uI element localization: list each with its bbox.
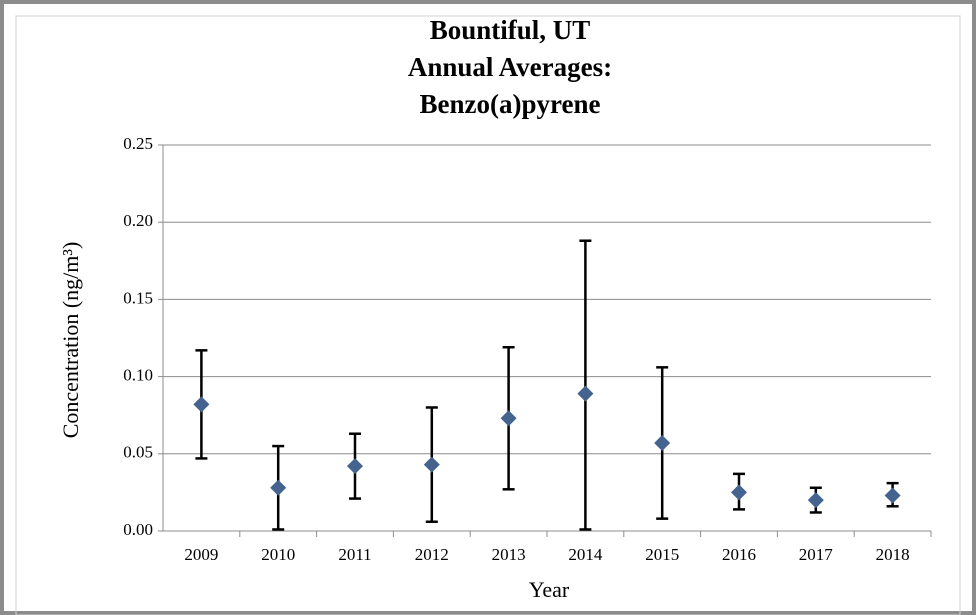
y-tick-label: 0.05 — [123, 443, 153, 462]
chart-title: Bountiful, UT — [430, 15, 591, 45]
marker — [654, 434, 671, 451]
error-bar — [579, 239, 592, 531]
chart-area — [15, 15, 961, 615]
y-tick-label: 0.25 — [123, 134, 153, 153]
marker — [577, 385, 594, 402]
x-tick-label: 2011 — [338, 545, 371, 564]
marker — [731, 484, 747, 501]
x-tick-label: 2014 — [568, 545, 603, 564]
marker — [500, 410, 517, 427]
x-tick-label: 2017 — [799, 545, 834, 564]
x-tick-label: 2013 — [492, 545, 526, 564]
y-tick-label: 0.15 — [123, 288, 153, 307]
y-tick-label: 0.10 — [123, 366, 153, 385]
x-axis-label: Year — [529, 577, 570, 602]
y-tick-label: 0.20 — [123, 211, 153, 230]
chart-title: Benzo(a)pyrene — [420, 89, 601, 119]
marker — [347, 458, 363, 475]
y-axis-label: Concentration (ng/m³) — [58, 242, 83, 439]
marker — [270, 479, 287, 496]
y-tick-label: 0.00 — [123, 520, 153, 539]
x-tick-label: 2009 — [184, 545, 218, 564]
marker — [193, 396, 210, 413]
x-tick-label: 2010 — [261, 545, 295, 564]
chart-title: Annual Averages: — [408, 52, 612, 82]
x-tick-label: 2016 — [722, 545, 756, 564]
x-tick-label: 2015 — [645, 545, 679, 564]
x-tick-label: 2018 — [876, 545, 910, 564]
marker — [423, 456, 440, 473]
marker — [884, 487, 901, 504]
marker — [807, 492, 824, 509]
x-tick-label: 2012 — [415, 545, 449, 564]
